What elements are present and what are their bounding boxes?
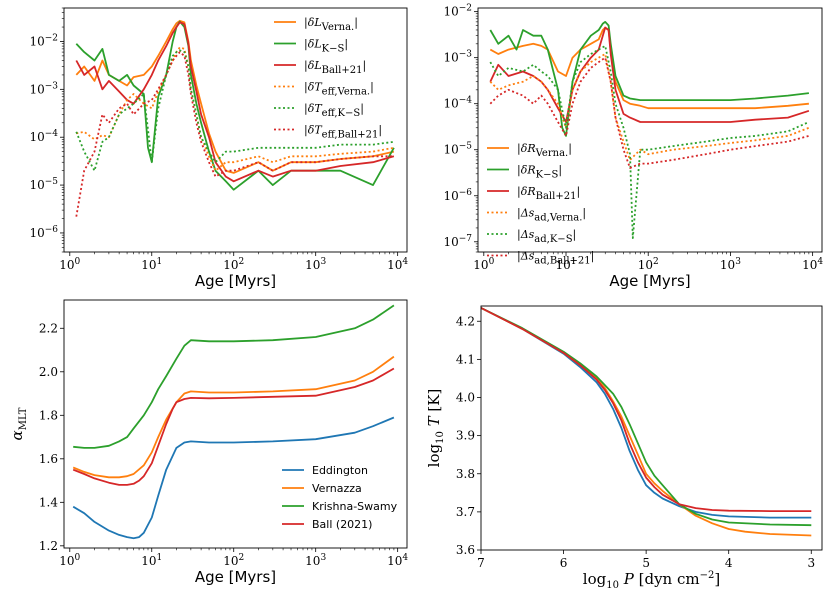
x-tick-label: 100 (473, 257, 494, 272)
x-axis-label: Age [Myrs] (609, 272, 690, 290)
y-tick-label: 3.7 (456, 505, 475, 519)
y-tick-label: 10−2 (443, 4, 472, 19)
y-tick-label: 2.2 (39, 321, 58, 335)
legend-label: |δTeff,K−S| (304, 102, 364, 119)
legend-label: Krishna-Swamy (312, 500, 398, 513)
x-tick-label: 6 (560, 556, 568, 570)
y-axis-label: αMLT (8, 407, 29, 440)
x-tick-label: 104 (802, 257, 823, 272)
series-line-krishna_swamy (75, 20, 395, 191)
y-tick-label: 4.1 (456, 352, 475, 366)
y-tick-label: 1.2 (39, 539, 58, 553)
y-axis-label: log10 T [K] (425, 389, 446, 468)
x-tick-label: 104 (387, 553, 408, 568)
x-tick-label: 102 (223, 553, 244, 568)
y-tick-label: 10−3 (29, 81, 58, 96)
x-tick-label: 101 (141, 257, 162, 272)
y-tick-label: 10−4 (443, 96, 472, 111)
panel-temperature-profile: 7 6 5 4 3 3.6 3.7 3.8 3.9 4.0 4.1 4.2 log10 P [dyn c… (425, 305, 823, 591)
y-tick-label: 10−6 (443, 188, 472, 203)
axes-frame (480, 305, 823, 551)
legend-label: Vernazza (312, 482, 362, 495)
series-line-vernazza (489, 26, 809, 110)
y-tick-label: 1.8 (39, 408, 58, 422)
x-axis-label: Age [Myrs] (195, 272, 276, 290)
series-group (72, 304, 395, 540)
series-line-vernazza-dotted (489, 53, 810, 161)
y-tick-label: 3.6 (456, 543, 475, 557)
legend: |δRVerna.| |δRK−S| |δRBall+21| |Δsad,Verna.… (487, 142, 594, 267)
x-axis-label: Age [Myrs] (195, 568, 276, 586)
y-tick-label: 10−3 (443, 50, 472, 65)
y-tick-label: 3.9 (456, 429, 475, 443)
y-tick-label: 10−2 (29, 33, 58, 48)
legend: |δLVerna.| |δLK−S| |δLBall+21| |δTeff,Verna… (274, 16, 382, 141)
x-tick-label: 7 (477, 556, 485, 570)
series-line-krishna_swamy-dotted (75, 49, 395, 172)
series-line-ball2021 (75, 21, 395, 183)
series-line-krishna_swamy (481, 307, 812, 527)
axes-frame (63, 299, 408, 549)
x-tick-label: 100 (59, 553, 80, 568)
x-tick-label: 104 (387, 257, 408, 272)
series-group (481, 307, 812, 537)
y-tick-label: 1.4 (39, 495, 58, 509)
legend-label: |δLVerna.| (304, 16, 358, 33)
panel-alpha-mlt: 100 101 102 103 104 1.2 1.4 1.6 1.8 2.0 2.2 Age [My… (8, 299, 408, 586)
series-line-ball2021 (481, 307, 812, 513)
axes-frame (63, 7, 408, 253)
x-tick-label: 5 (642, 556, 650, 570)
legend-label: |δRBall+21| (517, 185, 580, 202)
y-tick-label: 10−5 (29, 177, 58, 192)
series-line-eddington (481, 307, 812, 519)
legend-label: |Δsad,Verna.| (517, 207, 586, 224)
legend-label: |Δsad,K−S| (517, 228, 576, 245)
y-tick-label: 2.0 (39, 365, 58, 379)
panel-luminosity-teff: 100 101 102 103 104 10−6 10−5 10−4 10−3 10−2 Age [… (29, 7, 408, 290)
series-group (75, 19, 395, 217)
legend-label: Eddington (312, 464, 368, 477)
x-tick-label: 101 (141, 553, 162, 568)
x-tick-label: 3 (807, 556, 815, 570)
panel-radius-entropy: 100 101 102 103 104 10−7 10−6 10−5 10−4 10−3 10−2 A… (443, 4, 823, 290)
y-tick-label: 10−7 (443, 234, 472, 249)
y-tick-label: 3.8 (456, 467, 475, 481)
legend-label: |δTeff,Ball+21| (304, 124, 382, 141)
axes-frame (477, 7, 823, 253)
legend-label: |δTeff,Verna.| (304, 81, 374, 98)
y-tick-label: 10−4 (29, 129, 58, 144)
series-line-ball2021 (72, 367, 395, 486)
series-line-vernazza (481, 307, 812, 537)
legend-label: |δLBall+21| (304, 59, 366, 76)
legend-label: Ball (2021) (312, 518, 372, 531)
y-tick-label: 4.0 (456, 391, 475, 405)
series-line-krishna_swamy (73, 304, 395, 449)
y-tick-label: 10−5 (443, 142, 472, 157)
legend-label: |δRVerna.| (517, 142, 572, 159)
y-tick-label: 4.2 (456, 314, 475, 328)
x-tick-label: 103 (305, 553, 326, 568)
y-tick-label: 1.6 (39, 452, 58, 466)
series-line-krishna_swamy (489, 20, 810, 137)
legend-label: |δRK−S| (517, 164, 562, 181)
series-group (489, 20, 810, 240)
x-axis-label: log10 P [dyn cm−2] (583, 570, 720, 591)
legend-label: |Δsad,Ball+21| (517, 250, 594, 267)
y-tick-label: 10−6 (29, 225, 58, 240)
x-tick-label: 102 (223, 257, 244, 272)
series-line-vernazza (72, 355, 395, 479)
legend-label: |δLK−S| (304, 38, 348, 55)
x-tick-label: 103 (305, 257, 326, 272)
series-line-krishna_swamy-dotted (489, 45, 810, 240)
series-line-eddington (72, 416, 395, 540)
legend: Eddington Vernazza Krishna-Swamy Ball (2021… (282, 464, 398, 531)
x-tick-label: 101 (556, 257, 577, 272)
x-tick-label: 102 (638, 257, 659, 272)
x-tick-label: 100 (59, 257, 80, 272)
x-tick-label: 4 (725, 556, 733, 570)
x-tick-label: 103 (720, 257, 741, 272)
